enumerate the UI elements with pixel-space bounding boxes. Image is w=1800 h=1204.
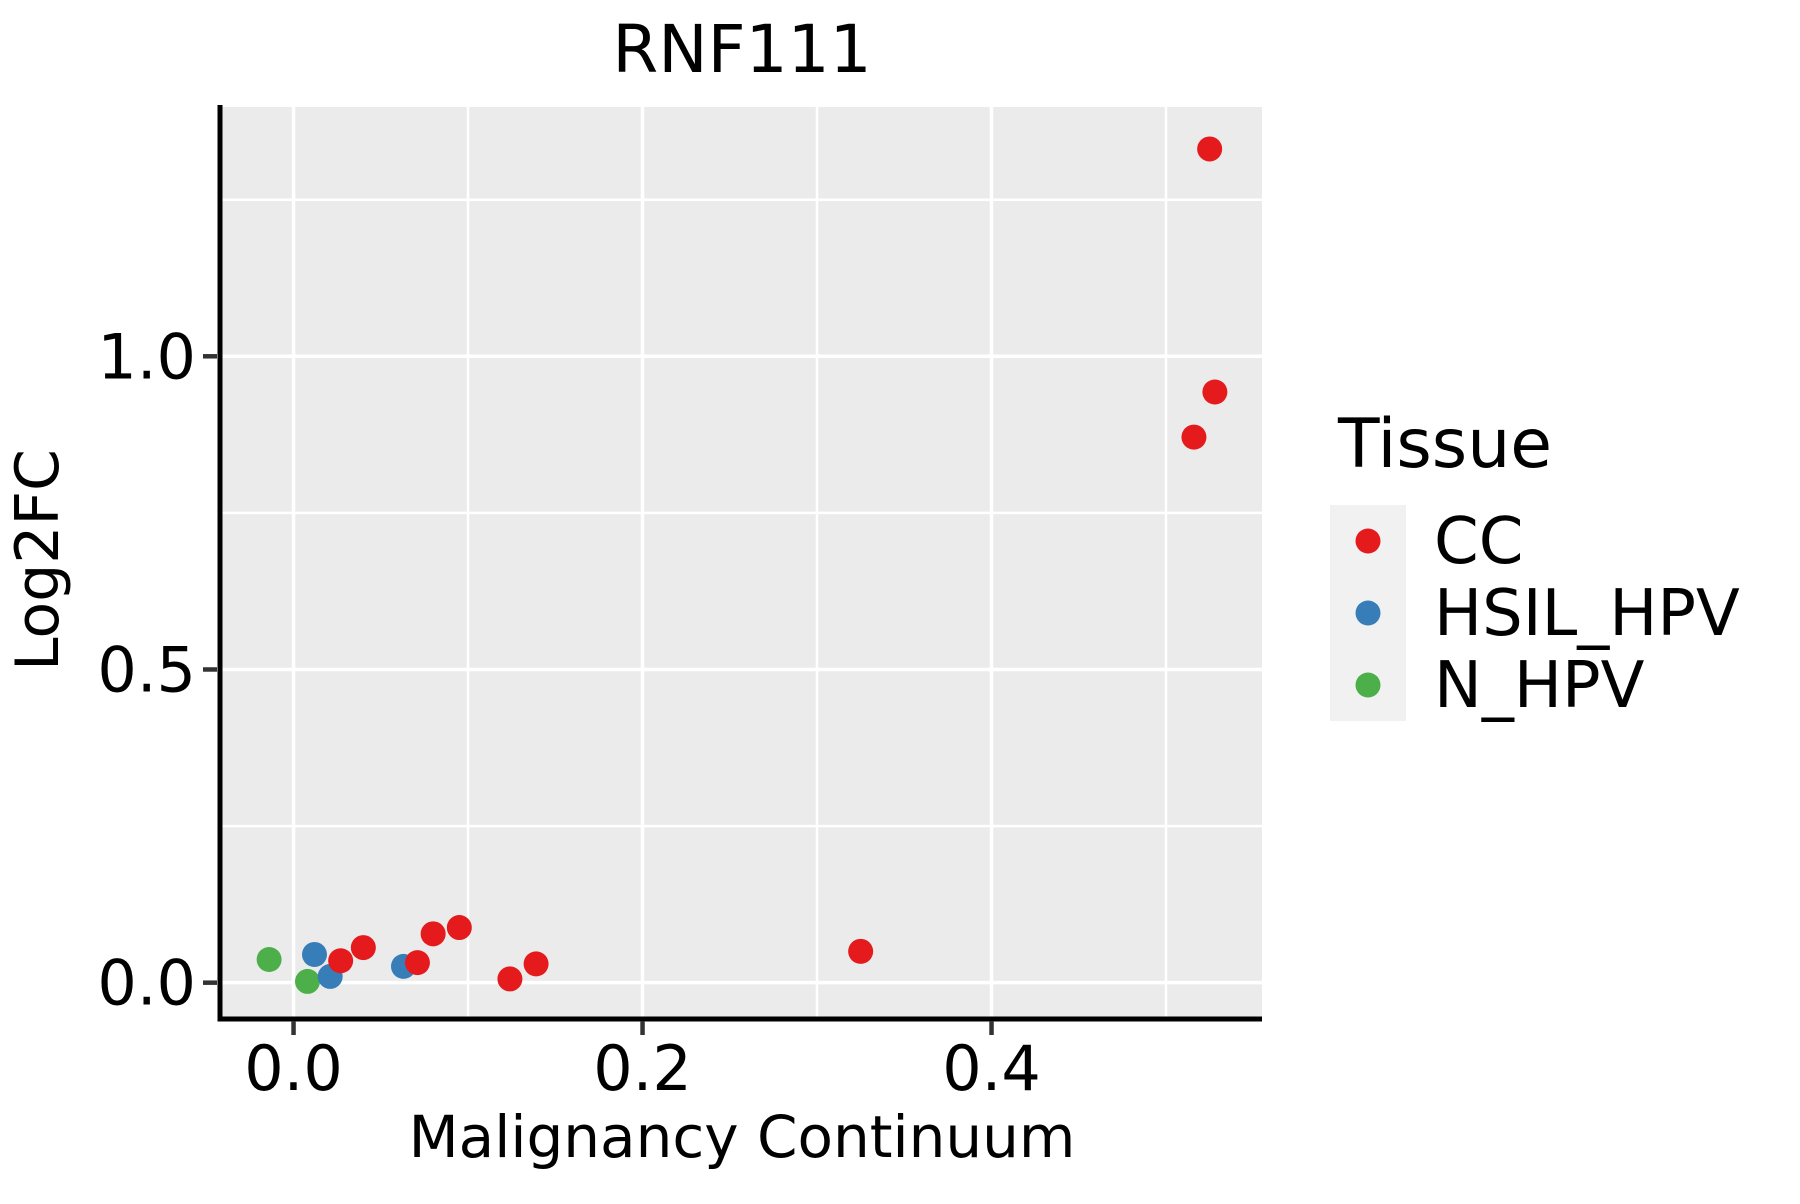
legend-key-dot-HSIL_HPV xyxy=(1355,600,1381,626)
x-axis-title: Malignancy Continuum xyxy=(409,1103,1076,1171)
point-CC xyxy=(1202,379,1228,405)
legend-label-HSIL_HPV: HSIL_HPV xyxy=(1434,577,1740,651)
point-CC xyxy=(497,966,523,992)
y-axis-line xyxy=(217,105,223,1022)
major-gridlines xyxy=(222,107,1262,1019)
x-tick-label: 0.4 xyxy=(942,1032,1041,1105)
point-CC xyxy=(404,950,430,976)
y-tick-labels: 0.0 0.5 1.0 xyxy=(97,320,196,1019)
minor-gridlines xyxy=(222,107,1262,1019)
point-N_HPV xyxy=(256,946,282,972)
legend-label-N_HPV: N_HPV xyxy=(1434,649,1645,723)
point-N_HPV xyxy=(295,968,321,994)
x-tick-labels: 0.0 0.2 0.4 xyxy=(244,1032,1041,1105)
x-tick-label: 0.0 xyxy=(244,1032,343,1105)
point-CC xyxy=(523,951,549,977)
legend-title: Tissue xyxy=(1337,405,1552,484)
x-tick-label: 0.2 xyxy=(593,1032,692,1105)
data-points xyxy=(256,136,1228,994)
plot-panel xyxy=(222,107,1262,1019)
legend-label-CC: CC xyxy=(1434,505,1523,579)
x-axis-line xyxy=(217,1016,1262,1022)
y-tick-label: 0.5 xyxy=(97,633,196,706)
plot-title: RNF111 xyxy=(612,11,871,88)
y-tick-label: 1.0 xyxy=(97,320,196,393)
point-HSIL_HPV xyxy=(301,941,327,967)
y-tick-label: 0.0 xyxy=(97,947,196,1020)
point-CC xyxy=(350,935,376,961)
point-CC xyxy=(1197,136,1223,162)
point-CC xyxy=(328,948,354,974)
point-CC xyxy=(1181,424,1207,450)
legend-key-dot-N_HPV xyxy=(1355,672,1381,698)
y-axis-title: Log2FC xyxy=(3,449,73,671)
axis-ticks xyxy=(203,354,994,1035)
legend-key-dot-CC xyxy=(1355,528,1381,554)
point-CC xyxy=(848,938,874,964)
point-CC xyxy=(420,921,446,947)
point-CC xyxy=(446,915,472,941)
